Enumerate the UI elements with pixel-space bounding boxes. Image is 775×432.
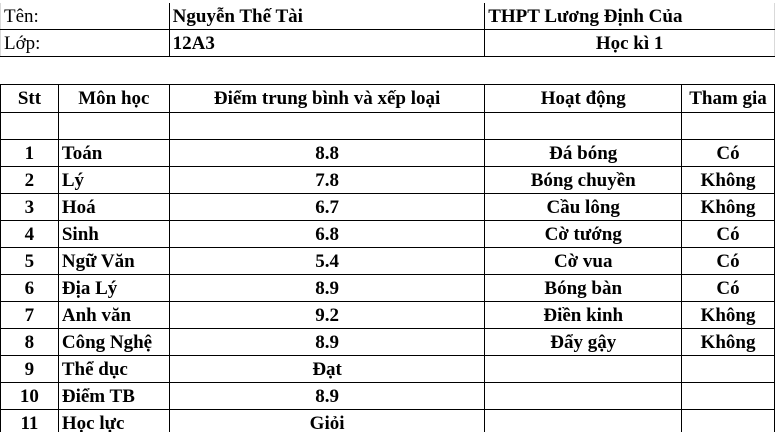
header-participate[interactable]: Tham gia <box>681 84 775 113</box>
subject-cell[interactable]: Ngữ Văn <box>57 247 170 275</box>
subject-cell[interactable]: Anh văn <box>57 301 170 329</box>
table-row: 11 Học lực Giỏi <box>0 409 775 432</box>
score-cell[interactable]: 8.9 <box>168 274 486 302</box>
header-subject[interactable]: Môn học <box>57 84 170 113</box>
table-row: 4 Sinh 6.8 Cờ tướng Có <box>0 220 775 248</box>
activity-cell[interactable] <box>484 355 683 383</box>
participate-cell[interactable]: Không <box>681 166 775 194</box>
score-cell[interactable]: 6.7 <box>168 193 486 221</box>
activity-cell[interactable]: Bóng bàn <box>484 274 683 302</box>
table-row: 6 Địa Lý 8.9 Bóng bàn Có <box>0 274 775 302</box>
subject-cell[interactable]: Toán <box>57 139 170 167</box>
stt-cell[interactable]: 9 <box>0 355 59 383</box>
participate-cell[interactable]: Có <box>681 220 775 248</box>
participate-cell[interactable]: Có <box>681 274 775 302</box>
participate-cell[interactable]: Có <box>681 139 775 167</box>
score-cell[interactable]: Đạt <box>168 355 486 383</box>
activity-cell[interactable]: Bóng chuyền <box>484 166 683 194</box>
score-cell[interactable]: 9.2 <box>168 301 486 329</box>
subject-cell[interactable]: Địa Lý <box>57 274 170 302</box>
participate-cell[interactable] <box>681 382 775 410</box>
header-score[interactable]: Điểm trung bình và xếp loại <box>168 84 486 113</box>
table-row: 8 Công Nghệ 8.9 Đẩy gậy Không <box>0 328 775 356</box>
blank-cell[interactable] <box>168 112 486 140</box>
blank-row <box>0 112 775 140</box>
stt-cell[interactable]: 10 <box>0 382 59 410</box>
class-value[interactable]: 12A3 <box>169 29 486 57</box>
score-cell[interactable]: 6.8 <box>168 220 486 248</box>
activity-cell[interactable] <box>484 409 683 432</box>
participate-cell[interactable]: Không <box>681 328 775 356</box>
subject-cell[interactable]: Hoá <box>57 193 170 221</box>
blank-cell[interactable] <box>57 112 170 140</box>
stt-cell[interactable]: 4 <box>0 220 59 248</box>
score-cell[interactable]: 8.9 <box>168 382 486 410</box>
activity-cell[interactable]: Đẩy gậy <box>484 328 683 356</box>
subject-cell[interactable]: Học lực <box>57 409 170 432</box>
info-row-class: Lớp: 12A3 Học kì 1 <box>0 29 775 57</box>
stt-cell[interactable]: 1 <box>0 139 59 167</box>
stt-cell[interactable]: 5 <box>0 247 59 275</box>
class-label[interactable]: Lớp: <box>0 29 170 57</box>
activity-cell[interactable]: Cầu lông <box>484 193 683 221</box>
stt-cell[interactable]: 8 <box>0 328 59 356</box>
stt-cell[interactable]: 7 <box>0 301 59 329</box>
table-row: 5 Ngữ Văn 5.4 Cờ vua Có <box>0 247 775 275</box>
activity-cell[interactable]: Cờ vua <box>484 247 683 275</box>
participate-cell[interactable] <box>681 409 775 432</box>
subject-cell[interactable]: Thể dục <box>57 355 170 383</box>
blank-cell[interactable] <box>484 112 683 140</box>
score-cell[interactable]: 7.8 <box>168 166 486 194</box>
blank-cell[interactable] <box>681 112 775 140</box>
activity-cell[interactable]: Cờ tướng <box>484 220 683 248</box>
score-cell[interactable]: Giỏi <box>168 409 486 432</box>
blank-cell[interactable] <box>0 112 59 140</box>
stt-cell[interactable]: 11 <box>0 409 59 432</box>
stt-cell[interactable]: 3 <box>0 193 59 221</box>
score-cell[interactable]: 5.4 <box>168 247 486 275</box>
grade-rows: 1 Toán 8.8 Đá bóng Có 2 Lý 7.8 Bóng chuyền Không 3… <box>0 139 775 432</box>
header-stt[interactable]: Stt <box>0 84 59 113</box>
header-activity[interactable]: Hoạt động <box>484 84 683 113</box>
subject-cell[interactable]: Điểm TB <box>57 382 170 410</box>
header-row: Stt Môn học Điểm trung bình và xếp loại … <box>0 84 775 113</box>
activity-cell[interactable] <box>484 382 683 410</box>
name-value[interactable]: Nguyễn Thế Tài <box>169 3 486 30</box>
activity-cell[interactable]: Đá bóng <box>484 139 683 167</box>
score-cell[interactable]: 8.8 <box>168 139 486 167</box>
table-row: 7 Anh văn 9.2 Điền kinh Không <box>0 301 775 329</box>
stt-cell[interactable]: 2 <box>0 166 59 194</box>
subject-cell[interactable]: Sinh <box>57 220 170 248</box>
table-row: 1 Toán 8.8 Đá bóng Có <box>0 139 775 167</box>
grades-table: Stt Môn học Điểm trung bình và xếp loại … <box>0 84 775 432</box>
participate-cell[interactable]: Không <box>681 193 775 221</box>
score-cell[interactable]: 8.9 <box>168 328 486 356</box>
participate-cell[interactable]: Không <box>681 301 775 329</box>
school-name[interactable]: THPT Lương Định Của <box>484 3 775 30</box>
subject-cell[interactable]: Công Nghệ <box>57 328 170 356</box>
student-info-table: Tên: Nguyễn Thế Tài THPT Lương Định Của … <box>0 3 775 57</box>
participate-cell[interactable]: Có <box>681 247 775 275</box>
table-row: 3 Hoá 6.7 Cầu lông Không <box>0 193 775 221</box>
table-row: 2 Lý 7.8 Bóng chuyền Không <box>0 166 775 194</box>
term-value[interactable]: Học kì 1 <box>484 29 775 57</box>
stt-cell[interactable]: 6 <box>0 274 59 302</box>
table-row: 10 Điểm TB 8.9 <box>0 382 775 410</box>
name-label[interactable]: Tên: <box>0 3 170 30</box>
participate-cell[interactable] <box>681 355 775 383</box>
subject-cell[interactable]: Lý <box>57 166 170 194</box>
table-row: 9 Thể dục Đạt <box>0 355 775 383</box>
activity-cell[interactable]: Điền kinh <box>484 301 683 329</box>
info-row-name: Tên: Nguyễn Thế Tài THPT Lương Định Của <box>0 3 775 30</box>
